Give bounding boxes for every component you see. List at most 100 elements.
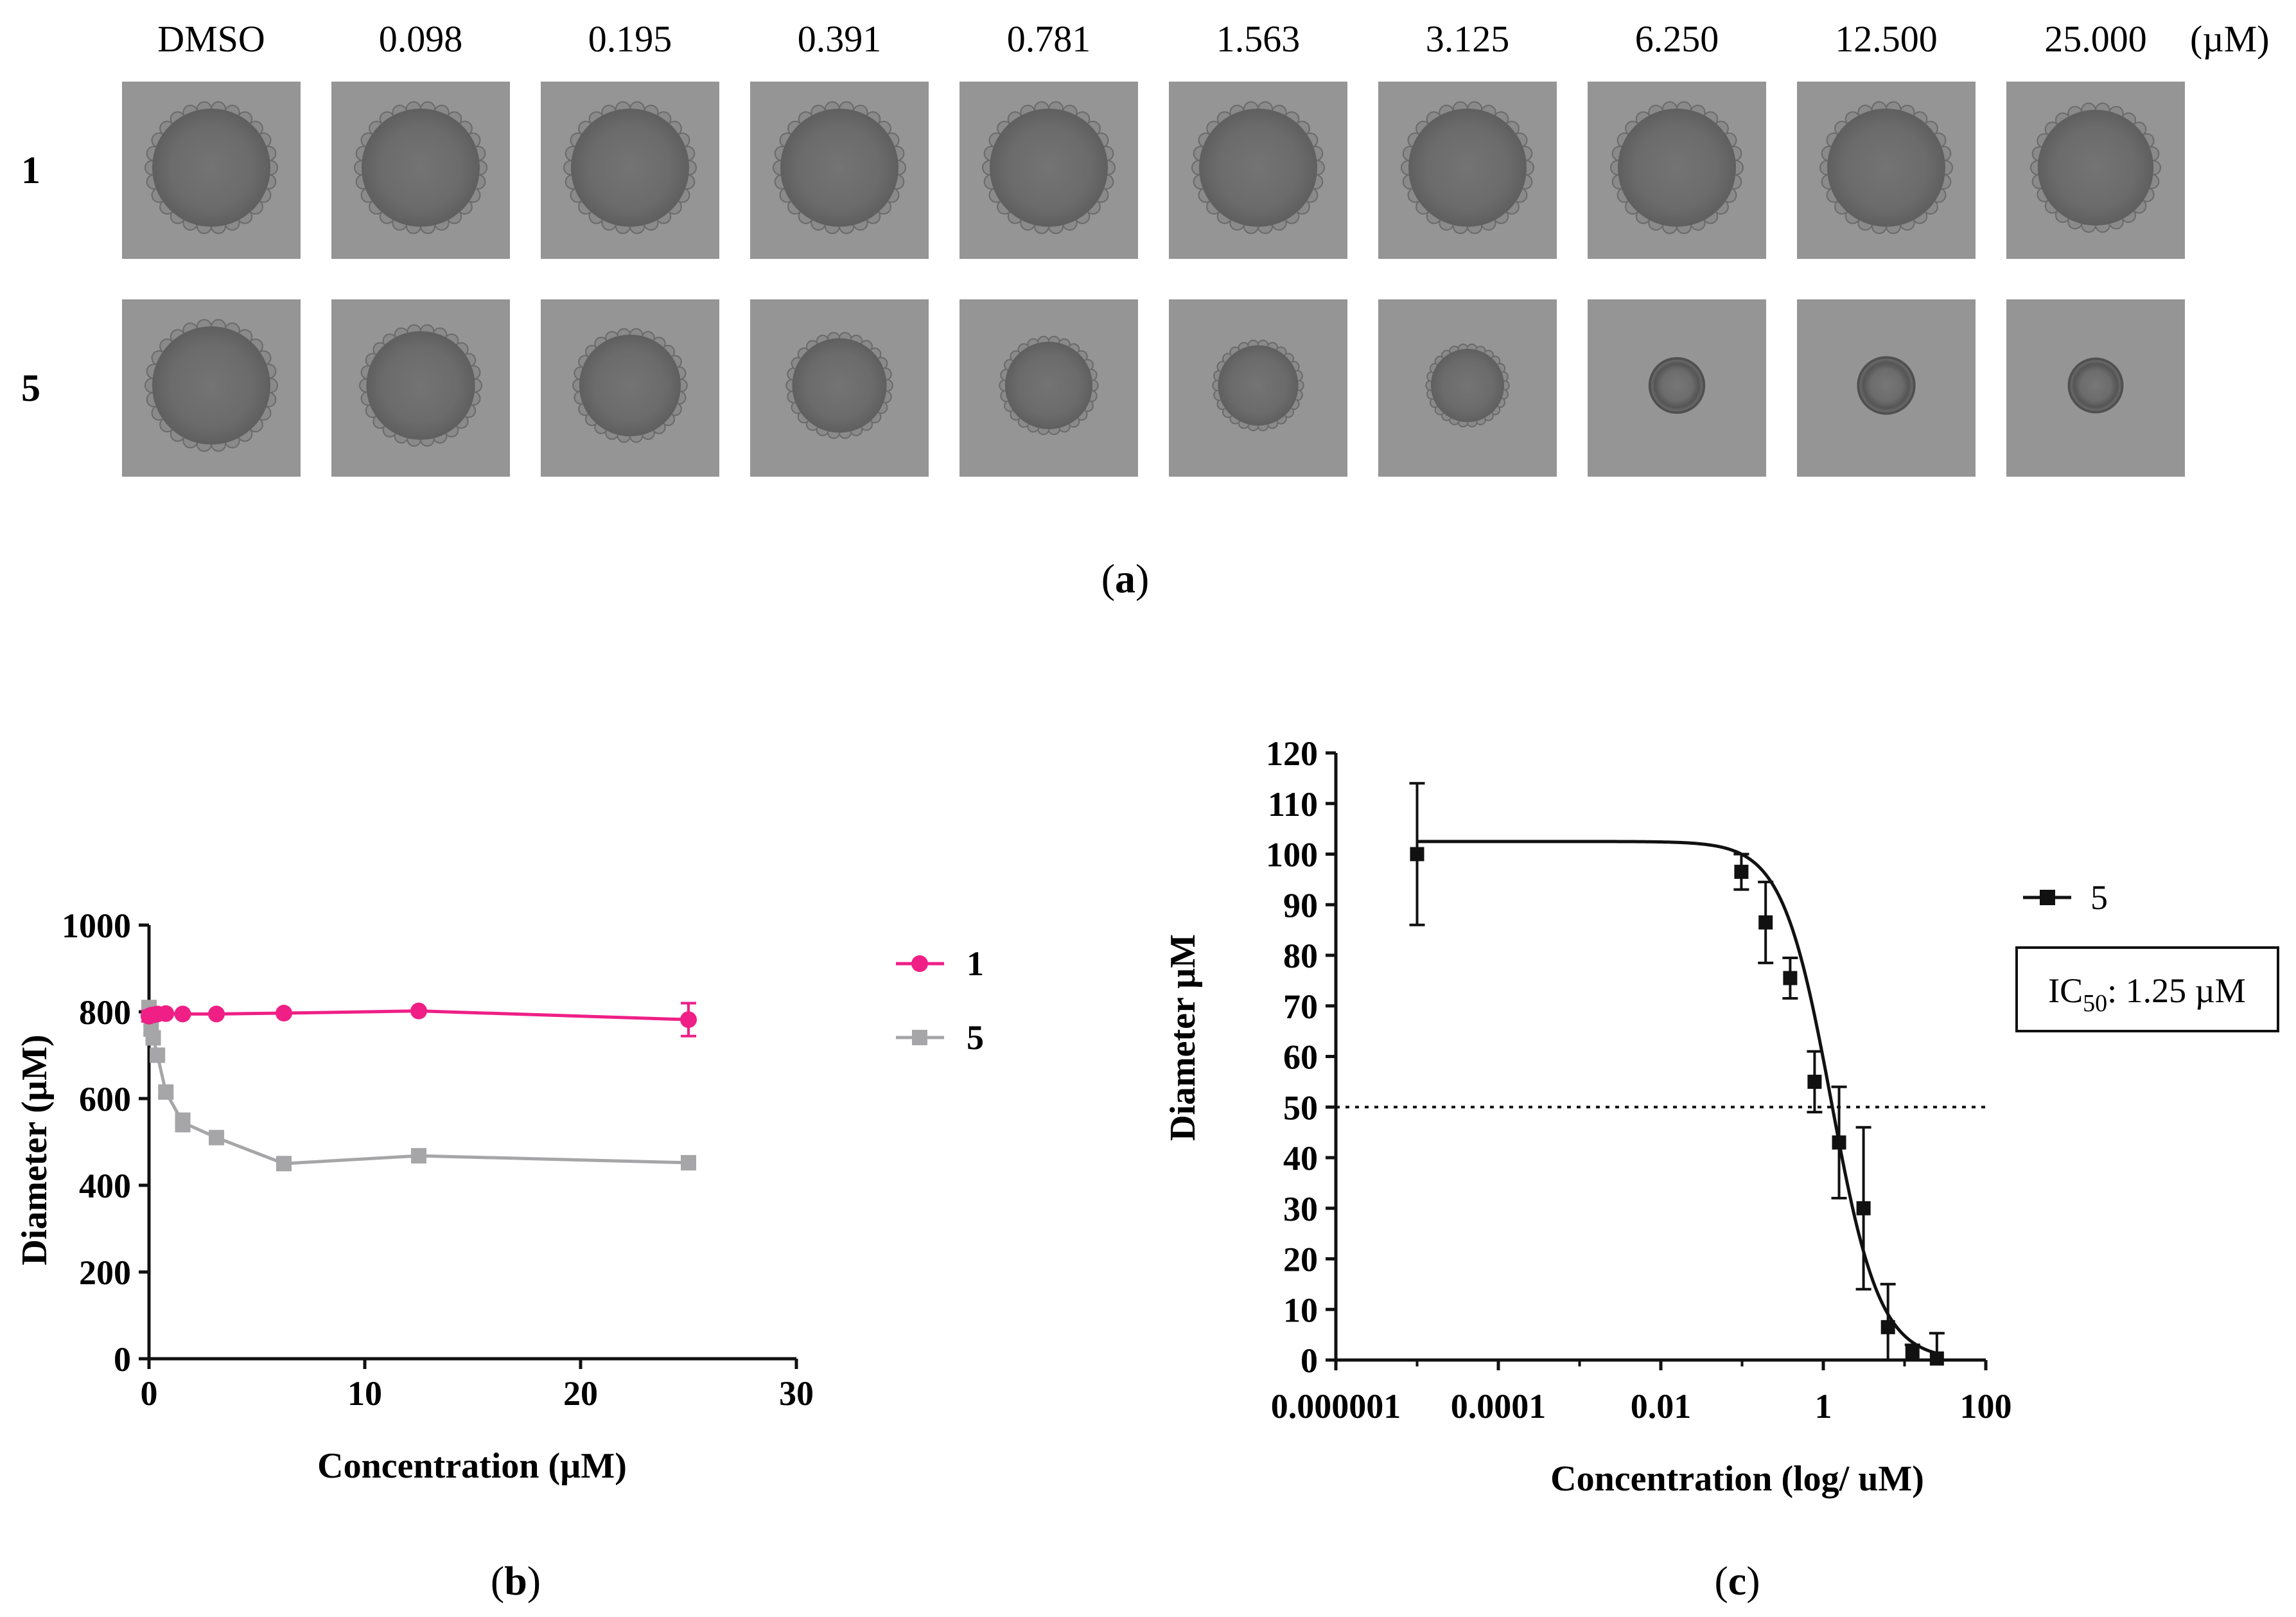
panel-c-caption: (c)	[1714, 1558, 1760, 1604]
data-point-c5	[1783, 971, 1798, 985]
data-point-c5	[1758, 915, 1773, 930]
data-point-1	[208, 1005, 225, 1023]
data-point-c5	[1832, 1135, 1846, 1150]
data-point-c5	[1807, 1074, 1822, 1089]
conc-label-7: 6.250	[1635, 18, 1719, 60]
chart-c-y-tick-label: 110	[1268, 785, 1318, 824]
chart-c-x-tick-label: 0.0001	[1451, 1387, 1547, 1426]
spheroid-5-2	[579, 334, 681, 437]
chart-c-x-tick-label: 0.01	[1631, 1387, 1692, 1426]
unit-label: (µM)	[2190, 18, 2270, 60]
legend-marker-5	[912, 1030, 927, 1045]
data-point-1	[174, 1005, 191, 1023]
spheroid-1-9	[2037, 109, 2154, 226]
data-point-c5	[1856, 1201, 1871, 1215]
data-point-c5	[1880, 1320, 1895, 1334]
data-point-5	[681, 1154, 696, 1171]
legend-label-c5: 5	[2090, 878, 2108, 917]
data-point-c5	[1410, 847, 1424, 862]
spheroid-5-6	[1430, 348, 1505, 423]
chart-b-ylabel: Diameter (µM)	[15, 1034, 55, 1265]
chart-b-xlabel: Concentration (µM)	[317, 1446, 627, 1486]
spheroid-5-9	[2070, 360, 2121, 411]
data-point-c5	[1929, 1351, 1944, 1366]
panel-a-caption: (a)	[1101, 556, 1150, 601]
chart-c-y-tick-label: 50	[1283, 1088, 1318, 1127]
spheroid-1-6	[1408, 109, 1527, 227]
ic50-box	[2015, 946, 2279, 1032]
data-point-5	[411, 1148, 426, 1164]
chart-b-y-tick-label: 200	[79, 1253, 131, 1292]
spheroid-1-0	[152, 109, 270, 227]
series-line-5	[147, 1007, 689, 1165]
chart-c-y-tick-label: 60	[1283, 1038, 1318, 1077]
chart-b-y-tick-label: 1000	[62, 906, 131, 945]
spheroid-1-7	[1618, 109, 1736, 227]
data-point-c5	[1905, 1345, 1920, 1360]
legend-label-1: 1	[967, 944, 984, 983]
chart-c-y-tick-label: 80	[1283, 937, 1318, 975]
spheroid-5-3	[792, 338, 887, 433]
chart-b-x-tick-label: 0	[141, 1374, 158, 1413]
conc-label-3: 0.391	[798, 18, 882, 60]
spheroid-5-7	[1651, 359, 1703, 412]
chart-c-x-tick-label: 1	[1815, 1387, 1832, 1426]
chart-b: 0 200 400 600 800 1000 0 10 20 30 Diameter (µM) C…	[15, 906, 984, 1604]
fit-curve	[1417, 840, 1938, 1356]
conc-label-8: 12.500	[1835, 18, 1938, 60]
data-point-1	[410, 1002, 427, 1020]
chart-c-axes: 0 10 20 30 40 50 60 70 80 90 100 110 120 0.000001 0.00…	[1266, 734, 2012, 1426]
row-label-5: 5	[21, 367, 40, 409]
legend-label-5: 5	[967, 1018, 984, 1057]
spheroid-5-4	[1004, 341, 1093, 430]
spheroid-5-1	[366, 331, 475, 440]
conc-label-1: 0.098	[379, 18, 463, 60]
chart-c-y-tick-label: 30	[1283, 1190, 1318, 1228]
data-point-5	[175, 1115, 191, 1131]
legend-marker-c5	[2040, 890, 2055, 905]
ic50-annotation: IC50: 1.25 µM	[2015, 946, 2279, 1032]
spheroid-1-4	[990, 109, 1108, 227]
chart-b-marks	[141, 1000, 697, 1172]
chart-b-y-tick-label: 800	[79, 993, 131, 1032]
conc-label-6: 3.125	[1426, 18, 1510, 60]
spheroid-5-0	[152, 326, 270, 445]
chart-b-y-tick-label: 0	[114, 1340, 131, 1379]
chart-c-y-tick-label: 100	[1266, 836, 1318, 874]
spheroid-1-5	[1199, 109, 1317, 227]
data-point-1	[680, 1011, 697, 1029]
data-point-5	[145, 1030, 161, 1046]
chart-c-y-tick-label: 90	[1283, 886, 1318, 924]
spheroid-1-2	[571, 109, 689, 227]
conc-label-9: 25.000	[2044, 18, 2147, 60]
chart-c-y-tick-label: 40	[1283, 1139, 1318, 1178]
data-point-5	[150, 1047, 166, 1063]
row-label-1: 1	[21, 149, 40, 191]
chart-b-x-tick-label: 20	[563, 1374, 598, 1413]
data-point-1	[276, 1005, 292, 1022]
chart-c-legend: 5	[2023, 878, 2108, 917]
chart-c-y-tick-label: 70	[1283, 987, 1318, 1026]
chart-c-y-tick-label: 10	[1283, 1291, 1318, 1329]
conc-label-4: 0.781	[1007, 18, 1091, 60]
chart-c-y-tick-label: 120	[1266, 734, 1318, 773]
chart-c-x-tick-label: 100	[1960, 1387, 2012, 1426]
chart-c-y-tick-label: 0	[1301, 1341, 1318, 1380]
data-point-5	[158, 1084, 174, 1100]
chart-b-y-tick-label: 600	[79, 1080, 131, 1118]
chart-b-axes: 0 200 400 600 800 1000 0 10 20 30	[62, 906, 814, 1413]
spheroid-5-5	[1218, 345, 1299, 426]
chart-b-x-tick-label: 30	[779, 1374, 814, 1413]
spheroid-5-8	[1859, 358, 1913, 412]
data-point-5	[209, 1129, 224, 1145]
chart-b-y-tick-label: 400	[79, 1167, 131, 1205]
spheroid-1-3	[780, 109, 898, 227]
chart-b-x-tick-label: 10	[347, 1374, 382, 1413]
data-point-c5	[1734, 865, 1749, 879]
panel-a-micrographs: DMSO 0.098 0.195 0.391 0.781 1.563 3.125 6.250 1…	[21, 18, 2270, 477]
chart-c-ylabel: Diameter µM	[1163, 934, 1203, 1141]
chart-c-marks	[1336, 782, 1986, 1366]
data-point-5	[276, 1156, 292, 1172]
conc-label-0: DMSO	[157, 18, 265, 60]
